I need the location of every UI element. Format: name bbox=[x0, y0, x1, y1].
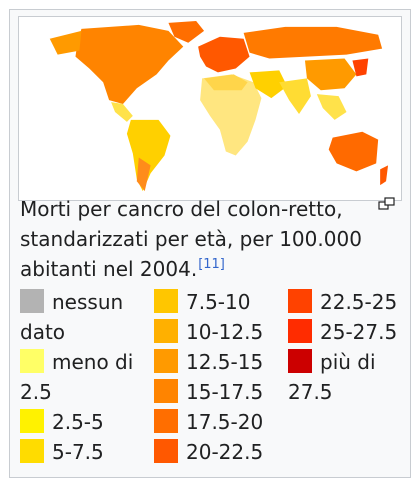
legend-item: 5-7.5 bbox=[20, 437, 140, 467]
caption-text: Morti per cancro del colon-retto, standa… bbox=[20, 197, 362, 281]
middle-east-shape bbox=[249, 70, 288, 99]
legend-swatch bbox=[154, 289, 178, 313]
legend-column-1: nessun dato meno di 2.5 2.5-5 5-7.5 bbox=[20, 287, 140, 467]
infobox-frame: Morti per cancro del colon-retto, standa… bbox=[9, 9, 411, 478]
legend-column-3: 22.5-25 25-27.5 più di 27.5 bbox=[288, 287, 408, 407]
argentina-shape bbox=[136, 157, 151, 192]
legend-swatch bbox=[20, 349, 44, 373]
legend-swatch bbox=[288, 349, 312, 373]
reference-sup: [11] bbox=[198, 257, 225, 272]
world-map bbox=[49, 20, 389, 192]
north-africa-shape bbox=[204, 74, 248, 91]
enlarge-icon[interactable] bbox=[378, 196, 396, 210]
legend-item: 2.5-5 bbox=[20, 407, 140, 437]
legend-label: 10-12.5 bbox=[186, 320, 264, 344]
southeast-asia-shape bbox=[316, 94, 347, 120]
east-asia-shape bbox=[352, 58, 369, 77]
legend-item: 22.5-25 bbox=[288, 287, 408, 317]
africa-shape bbox=[200, 74, 262, 156]
legend-label: 17.5-20 bbox=[186, 410, 264, 434]
legend-item: 12.5-15 bbox=[154, 347, 274, 377]
legend-swatch bbox=[20, 439, 44, 463]
world-map-image[interactable] bbox=[18, 16, 402, 201]
figure-caption: Morti per cancro del colon-retto, standa… bbox=[20, 194, 372, 284]
reference-link[interactable]: [11] bbox=[198, 257, 225, 272]
legend: nessun dato meno di 2.5 2.5-5 5-7.5 7.5-… bbox=[20, 287, 404, 472]
greenland-shape bbox=[168, 20, 205, 43]
russia-shape bbox=[243, 26, 383, 59]
legend-label: 25-27.5 bbox=[320, 320, 398, 344]
legend-swatch bbox=[288, 319, 312, 343]
legend-label: 20-22.5 bbox=[186, 440, 264, 464]
australia-shape bbox=[328, 131, 379, 172]
south-america-shape bbox=[126, 119, 171, 192]
legend-swatch bbox=[20, 289, 44, 313]
legend-item: meno di 2.5 bbox=[20, 347, 140, 407]
legend-label: meno di 2.5 bbox=[20, 350, 134, 404]
legend-swatch bbox=[288, 289, 312, 313]
legend-item: 20-22.5 bbox=[154, 437, 274, 467]
alaska-shape bbox=[49, 30, 82, 55]
magnify-clip-icon bbox=[378, 197, 395, 210]
legend-item: 7.5-10 bbox=[154, 287, 274, 317]
legend-item: 10-12.5 bbox=[154, 317, 274, 347]
legend-label: nessun dato bbox=[20, 290, 124, 344]
legend-label: più di 27.5 bbox=[288, 350, 376, 404]
south-asia-shape bbox=[279, 78, 311, 114]
legend-swatch bbox=[154, 409, 178, 433]
legend-label: 22.5-25 bbox=[320, 290, 398, 314]
central-america-shape bbox=[111, 102, 133, 122]
legend-item: più di 27.5 bbox=[288, 347, 408, 407]
legend-swatch bbox=[154, 319, 178, 343]
china-shape bbox=[304, 58, 357, 91]
legend-label: 7.5-10 bbox=[186, 290, 251, 314]
legend-label: 12.5-15 bbox=[186, 350, 264, 374]
europe-shape bbox=[198, 36, 250, 73]
legend-swatch bbox=[154, 439, 178, 463]
new-zealand-shape bbox=[380, 165, 389, 186]
legend-swatch bbox=[154, 379, 178, 403]
north-america-shape bbox=[75, 24, 184, 105]
legend-label: 5-7.5 bbox=[52, 440, 104, 464]
legend-label: 2.5-5 bbox=[52, 410, 104, 434]
legend-item: nessun dato bbox=[20, 287, 140, 347]
legend-swatch bbox=[20, 409, 44, 433]
legend-item: 25-27.5 bbox=[288, 317, 408, 347]
legend-column-2: 7.5-10 10-12.5 12.5-15 15-17.5 17.5-20 2… bbox=[154, 287, 274, 467]
legend-swatch bbox=[154, 349, 178, 373]
legend-label: 15-17.5 bbox=[186, 380, 264, 404]
legend-item: 15-17.5 bbox=[154, 377, 274, 407]
legend-item: 17.5-20 bbox=[154, 407, 274, 437]
